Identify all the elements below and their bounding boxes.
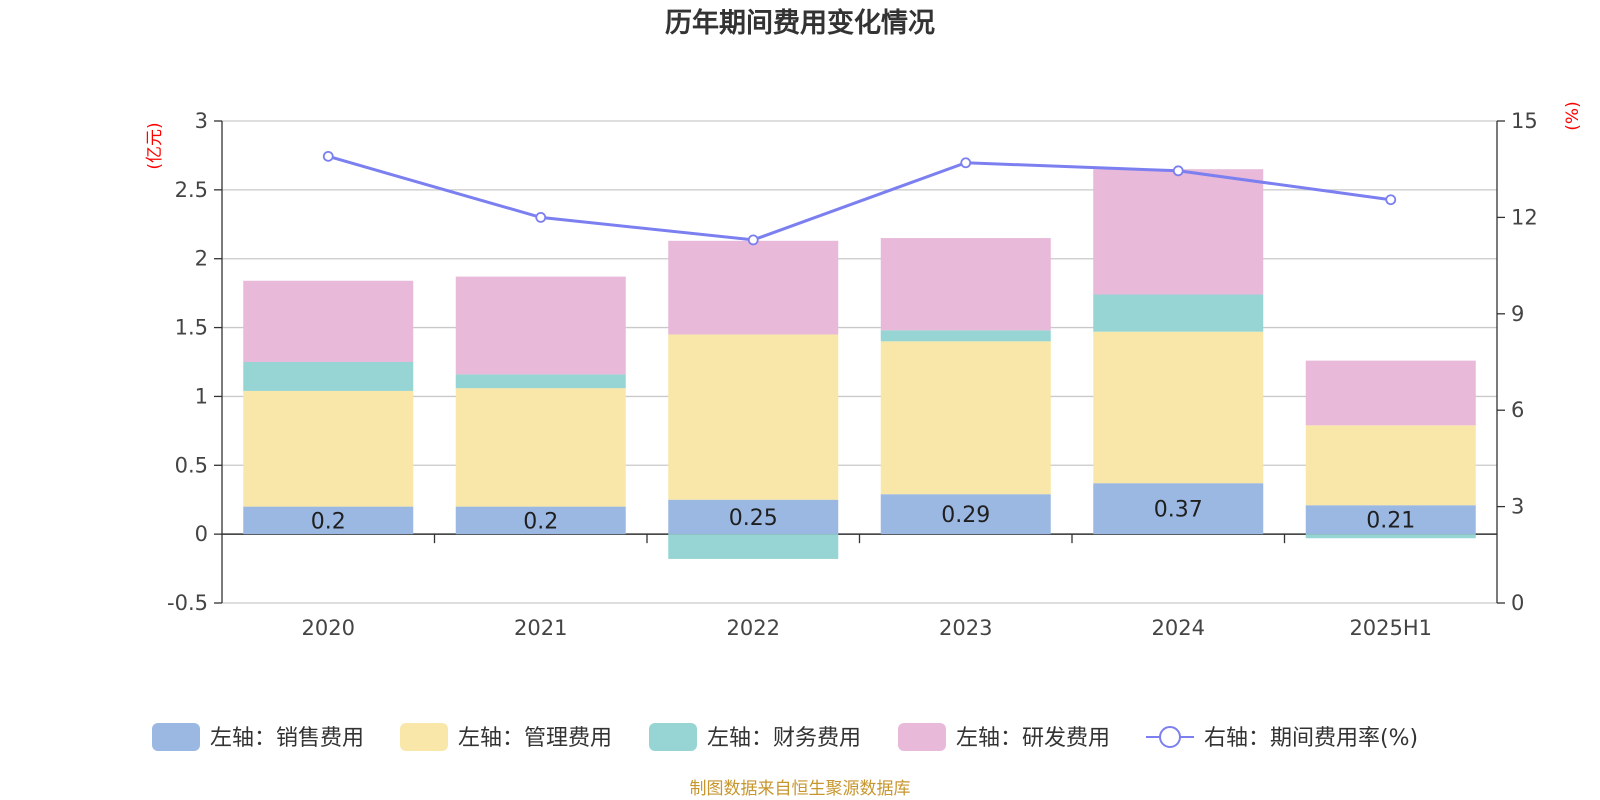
- legend-swatch: [649, 723, 697, 751]
- bar-segment: [455, 374, 626, 389]
- data-label: 0.29: [941, 503, 990, 528]
- bar-segment: [243, 506, 414, 535]
- bar-segment: [455, 388, 626, 507]
- axes: -0.5 0 0.5 1 1.5 2 2.5 3 0 3 6 9 12 15 2020 2021 2022 202…: [167, 109, 1538, 640]
- x-tick-label: 2020: [302, 616, 355, 640]
- legend-label: 左轴：管理费用: [458, 726, 612, 751]
- rate-point: [322, 150, 334, 162]
- left-tick-label: 2: [195, 247, 208, 271]
- bar-segment: [880, 494, 1051, 535]
- bar-segment: [455, 276, 626, 375]
- data-label: 0.21: [1366, 509, 1415, 534]
- legend-marker: [1159, 726, 1181, 748]
- bar-segment: [668, 534, 839, 559]
- rate-line-path: [327, 154, 1391, 242]
- legend-item: 右轴：期间费用率(%): [1146, 726, 1418, 751]
- x-tick-label: 2022: [727, 616, 780, 640]
- left-tick-label: -0.5: [167, 591, 208, 615]
- rate-point: [747, 234, 759, 246]
- bar-segment: [668, 240, 839, 335]
- data-label: 0.2: [523, 509, 558, 534]
- bar-segment: [880, 341, 1051, 495]
- legend-swatch: [152, 723, 200, 751]
- bars: [243, 169, 1476, 559]
- bar-segment: [243, 390, 414, 507]
- bar-segment: [1093, 331, 1264, 484]
- left-tick-label: 2.5: [175, 178, 208, 202]
- bar-segment: [1305, 425, 1476, 506]
- bar-segment: [1093, 169, 1264, 295]
- bar-segment: [880, 238, 1051, 331]
- x-tick-label: 2021: [514, 616, 567, 640]
- left-tick-label: 0: [195, 522, 208, 546]
- legend-label: 左轴：研发费用: [956, 726, 1110, 751]
- left-axis-unit: (亿元): [145, 122, 165, 169]
- bar-segment: [668, 499, 839, 535]
- rate-line: [322, 150, 1397, 246]
- bar-segment: [243, 280, 414, 362]
- data-label: 0.2: [311, 509, 346, 534]
- legend-item: 左轴：研发费用: [898, 723, 1110, 751]
- legend-item: 左轴：管理费用: [400, 723, 612, 751]
- rate-point: [535, 211, 547, 223]
- bar-segment: [1305, 505, 1476, 535]
- right-tick-label: 3: [1511, 495, 1524, 519]
- rate-point: [1172, 165, 1184, 177]
- legend-item: 左轴：财务费用: [649, 723, 861, 751]
- x-tick-label: 2023: [939, 616, 992, 640]
- bar-segment: [1305, 360, 1476, 426]
- source-note: 制图数据来自恒生聚源数据库: [690, 779, 911, 799]
- legend-item: 左轴：销售费用: [152, 723, 364, 751]
- legend-swatch: [898, 723, 946, 751]
- right-tick-label: 0: [1511, 591, 1524, 615]
- right-tick-label: 12: [1511, 205, 1538, 229]
- chart-title: 历年期间费用变化情况: [665, 7, 935, 39]
- bar-segment: [668, 334, 839, 500]
- left-tick-label: 1: [195, 384, 208, 408]
- left-tick-label: 1.5: [175, 316, 208, 340]
- right-tick-label: 9: [1511, 302, 1524, 326]
- bar-segment: [880, 330, 1051, 342]
- legend-label: 左轴：财务费用: [707, 726, 861, 751]
- data-labels: 0.2 0.2 0.25 0.29 0.37 0.21: [311, 498, 1415, 535]
- legend: 左轴：销售费用 左轴：管理费用 左轴：财务费用 左轴：研发费用 右轴：期间费用率(%): [152, 723, 1418, 751]
- data-label: 0.37: [1154, 498, 1203, 523]
- legend-swatch: [400, 723, 448, 751]
- right-tick-label: 6: [1511, 398, 1524, 422]
- legend-label: 右轴：期间费用率(%): [1204, 726, 1418, 751]
- x-tick-label: 2024: [1152, 616, 1205, 640]
- x-tick-label: 2025H1: [1349, 616, 1432, 640]
- bar-segment: [1305, 534, 1476, 539]
- bar-segment: [455, 506, 626, 535]
- right-axis-unit: (%): [1563, 101, 1583, 130]
- right-tick-label: 15: [1511, 109, 1538, 133]
- left-tick-label: 3: [195, 109, 208, 133]
- left-tick-label: 0.5: [175, 453, 208, 477]
- rate-point: [960, 157, 972, 169]
- bar-segment: [1093, 483, 1264, 535]
- bar-segment: [1093, 294, 1264, 332]
- rate-point: [1385, 194, 1397, 206]
- data-label: 0.25: [729, 506, 778, 531]
- legend-label: 左轴：销售费用: [210, 726, 364, 751]
- bar-segment: [243, 362, 414, 391]
